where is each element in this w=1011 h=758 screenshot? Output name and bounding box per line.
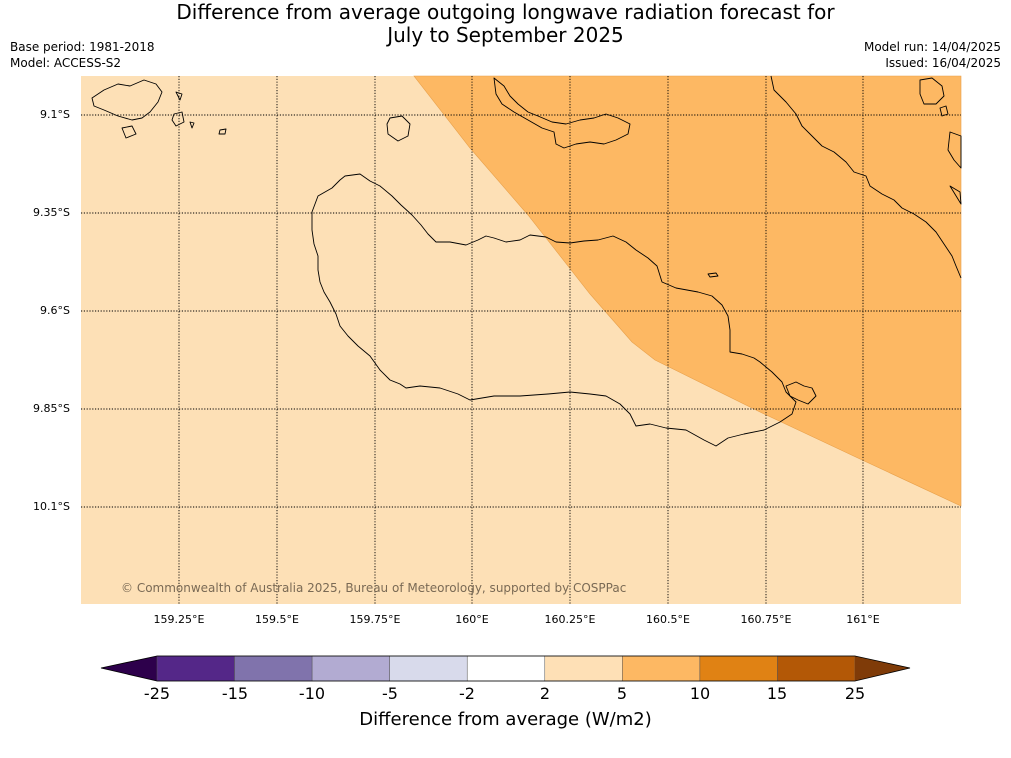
colorbar-bin-8 (777, 655, 856, 682)
lat-label-9-35: 9.35°S (33, 206, 70, 219)
lon-label-159-25: 159.25°E (153, 613, 205, 626)
colorbar-bin-6 (622, 655, 701, 682)
colorbar-bin-3 (389, 655, 468, 682)
lon-label-160-75: 160.75°E (740, 613, 792, 626)
colorbar-tick-5: 2 (539, 684, 551, 703)
colorbar-tick-8: 15 (766, 684, 788, 703)
eastern-islet-1 (939, 105, 949, 117)
forecast-band-region (413, 75, 962, 507)
chart-title-line-2: July to September 2025 (387, 23, 624, 47)
colorbar (100, 655, 911, 682)
lon-label-160-5: 160.5°E (646, 613, 690, 626)
colorbar-tick-6: 5 (616, 684, 628, 703)
lon-label-160: 160°E (455, 613, 489, 626)
colorbar-tick-7: 10 (689, 684, 711, 703)
eastern-islands-coastline (919, 77, 945, 105)
lat-label-9-1: 9.1°S (40, 108, 70, 121)
eastern-coastline (770, 75, 962, 279)
issued-text: Issued: 16/04/2025 (885, 56, 1001, 70)
metadata-left: Base period: 1981-2018 Model: ACCESS-S2 (10, 39, 155, 71)
colorbar-tick-2: -10 (298, 684, 326, 703)
islet-coastline (707, 272, 719, 278)
colorbar-extend-high (855, 656, 910, 681)
lat-label-9-85: 9.85°S (33, 402, 70, 415)
coastlines (91, 75, 962, 447)
copyright-notice: © Commonwealth of Australia 2025, Bureau… (121, 581, 627, 595)
northwest-islet-4 (218, 128, 227, 135)
colorbar-label: Difference from average (W/m2) (359, 709, 652, 730)
northwest-islet-1 (121, 125, 137, 139)
colorbar-bin-1 (234, 655, 313, 682)
map-gridlines (81, 76, 961, 604)
colorbar-bin-4 (466, 655, 546, 682)
colorbar-tick-1: -15 (221, 684, 249, 703)
colorbar-bin-5 (544, 655, 623, 682)
northwest-islands-coastline (91, 79, 163, 121)
colorbar-extend-low (101, 656, 157, 681)
lon-label-161: 161°E (846, 613, 880, 626)
main-island-coastline (311, 173, 797, 447)
metadata-right: Model run: 14/04/2025 Issued: 16/04/2025 (864, 39, 1001, 71)
colorbar-tick-4: -2 (459, 684, 475, 703)
colorbar-bin-7 (699, 655, 778, 682)
southeast-islets-coastline (785, 381, 817, 405)
chart-title-line-1: Difference from average outgoing longwav… (176, 0, 835, 24)
colorbar-tick-0: -25 (143, 684, 171, 703)
model-run-text: Model run: 14/04/2025 (863, 40, 1001, 54)
colorbar-tick-9: 25 (844, 684, 866, 703)
eastern-islet-2 (947, 131, 962, 169)
colorbar-bin-2 (311, 655, 390, 682)
lon-label-160-25: 160.25°E (544, 613, 596, 626)
lon-label-159-75: 159.75°E (349, 613, 401, 626)
lat-label-9-6: 9.6°S (40, 304, 70, 317)
north-islands-coastline (493, 77, 631, 149)
colorbar-tick-3: -5 (382, 684, 398, 703)
lon-label-159-5: 159.5°E (255, 613, 299, 626)
northwest-islet-2 (171, 111, 185, 127)
colorbar-outline (100, 655, 911, 682)
eastern-islet-3 (949, 185, 962, 205)
lat-label-10-1: 10.1°S (33, 500, 70, 513)
model-text: Model: ACCESS-S2 (10, 56, 122, 70)
small-island-coastline (386, 115, 411, 142)
northwest-islet-5 (189, 121, 195, 129)
base-period-text: Base period: 1981-2018 (10, 40, 155, 54)
colorbar-bin-0 (156, 655, 235, 682)
